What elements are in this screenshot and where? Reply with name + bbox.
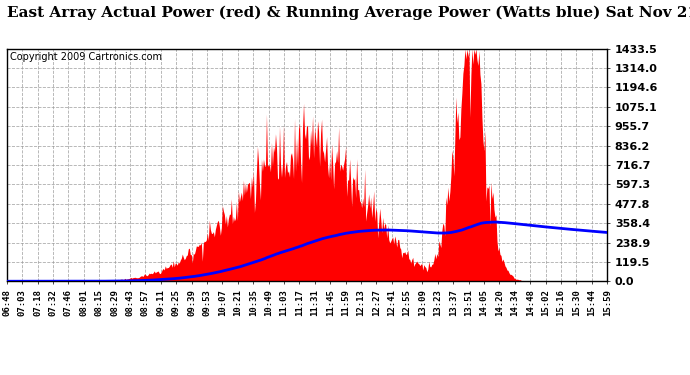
Text: Copyright 2009 Cartronics.com: Copyright 2009 Cartronics.com [10,52,162,62]
Text: East Array Actual Power (red) & Running Average Power (Watts blue) Sat Nov 21 16: East Array Actual Power (red) & Running … [7,6,690,20]
